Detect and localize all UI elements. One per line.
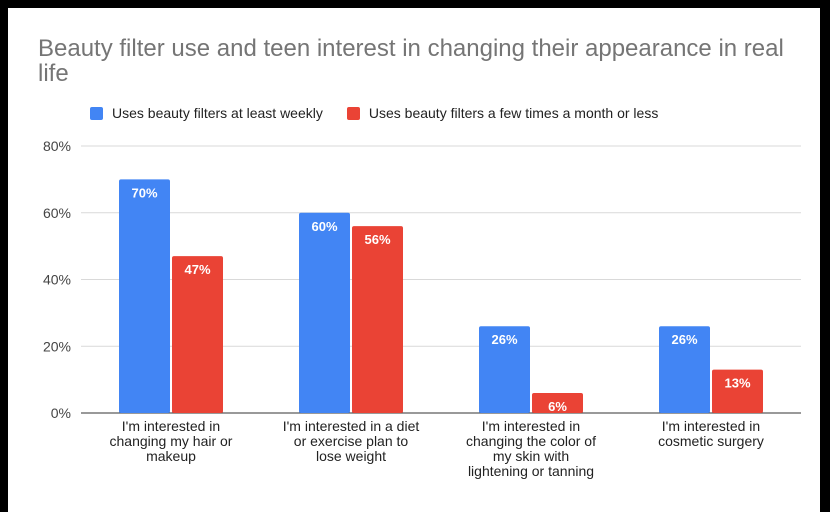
category-label: I'm interested in cosmetic surgery — [658, 418, 764, 449]
bar-weekly — [479, 326, 530, 413]
data-label: 60% — [311, 219, 337, 234]
data-label: 26% — [491, 332, 517, 347]
legend-item-weekly: Uses beauty filters at least weekly — [90, 105, 323, 121]
legend-item-monthly: Uses beauty filters a few times a month … — [346, 105, 659, 121]
y-tick-label: 0% — [51, 405, 71, 421]
category-label-line: I'm interested in a diet — [283, 418, 420, 434]
bar-weekly — [299, 212, 350, 413]
bar-weekly — [119, 179, 170, 413]
legend-swatch-monthly — [346, 106, 360, 120]
data-label: 26% — [671, 332, 697, 347]
chart-frame: Beauty filter use and teen interest in c… — [8, 8, 820, 512]
bar-monthly — [532, 392, 583, 413]
category-label: I'm interested in changing the color of my… — [466, 418, 596, 479]
data-label: 47% — [184, 262, 210, 277]
category-label-line: I'm interested in — [662, 418, 760, 434]
y-tick-label: 60% — [43, 205, 71, 221]
y-tick-label: 40% — [43, 272, 71, 288]
data-label: 13% — [724, 376, 750, 391]
bar-chart: 0%20%40%60%80%70%47%I'm interested in cha… — [43, 138, 801, 479]
chart-legend: Uses beauty filters at least weekly Uses… — [90, 104, 682, 122]
category-label-line: makeup — [146, 448, 196, 464]
category-label-line: my skin with — [493, 448, 569, 464]
data-label: 6% — [548, 399, 567, 414]
bar-monthly — [172, 256, 223, 413]
category-label-line: I'm interested in — [122, 418, 220, 434]
y-tick-label: 20% — [43, 338, 71, 354]
bar-weekly — [659, 326, 710, 413]
category-label: I'm interested in changing my hair or make… — [110, 418, 233, 464]
category-label-line: lose weight — [316, 448, 386, 464]
bar-monthly — [352, 226, 403, 413]
legend-swatch-weekly — [90, 106, 103, 120]
category-label-line: lightening or tanning — [468, 463, 594, 479]
category-label-line: or exercise plan to — [294, 433, 409, 449]
category-label-line: changing my hair or — [110, 433, 233, 449]
bar-monthly — [712, 369, 763, 413]
category-label: I'm interested in a diet or exercise plan… — [283, 418, 420, 464]
data-label: 70% — [131, 185, 157, 200]
legend-label-weekly: Uses beauty filters at least weekly — [112, 105, 323, 121]
category-label-line: I'm interested in — [482, 418, 580, 434]
chart-title: Beauty filter use and teen interest in c… — [38, 35, 784, 87]
legend-label-monthly: Uses beauty filters a few times a month … — [368, 105, 659, 121]
category-label-line: cosmetic surgery — [658, 433, 764, 449]
category-label-line: changing the color of — [466, 433, 596, 449]
data-label: 56% — [364, 232, 390, 247]
y-tick-label: 80% — [43, 138, 71, 154]
